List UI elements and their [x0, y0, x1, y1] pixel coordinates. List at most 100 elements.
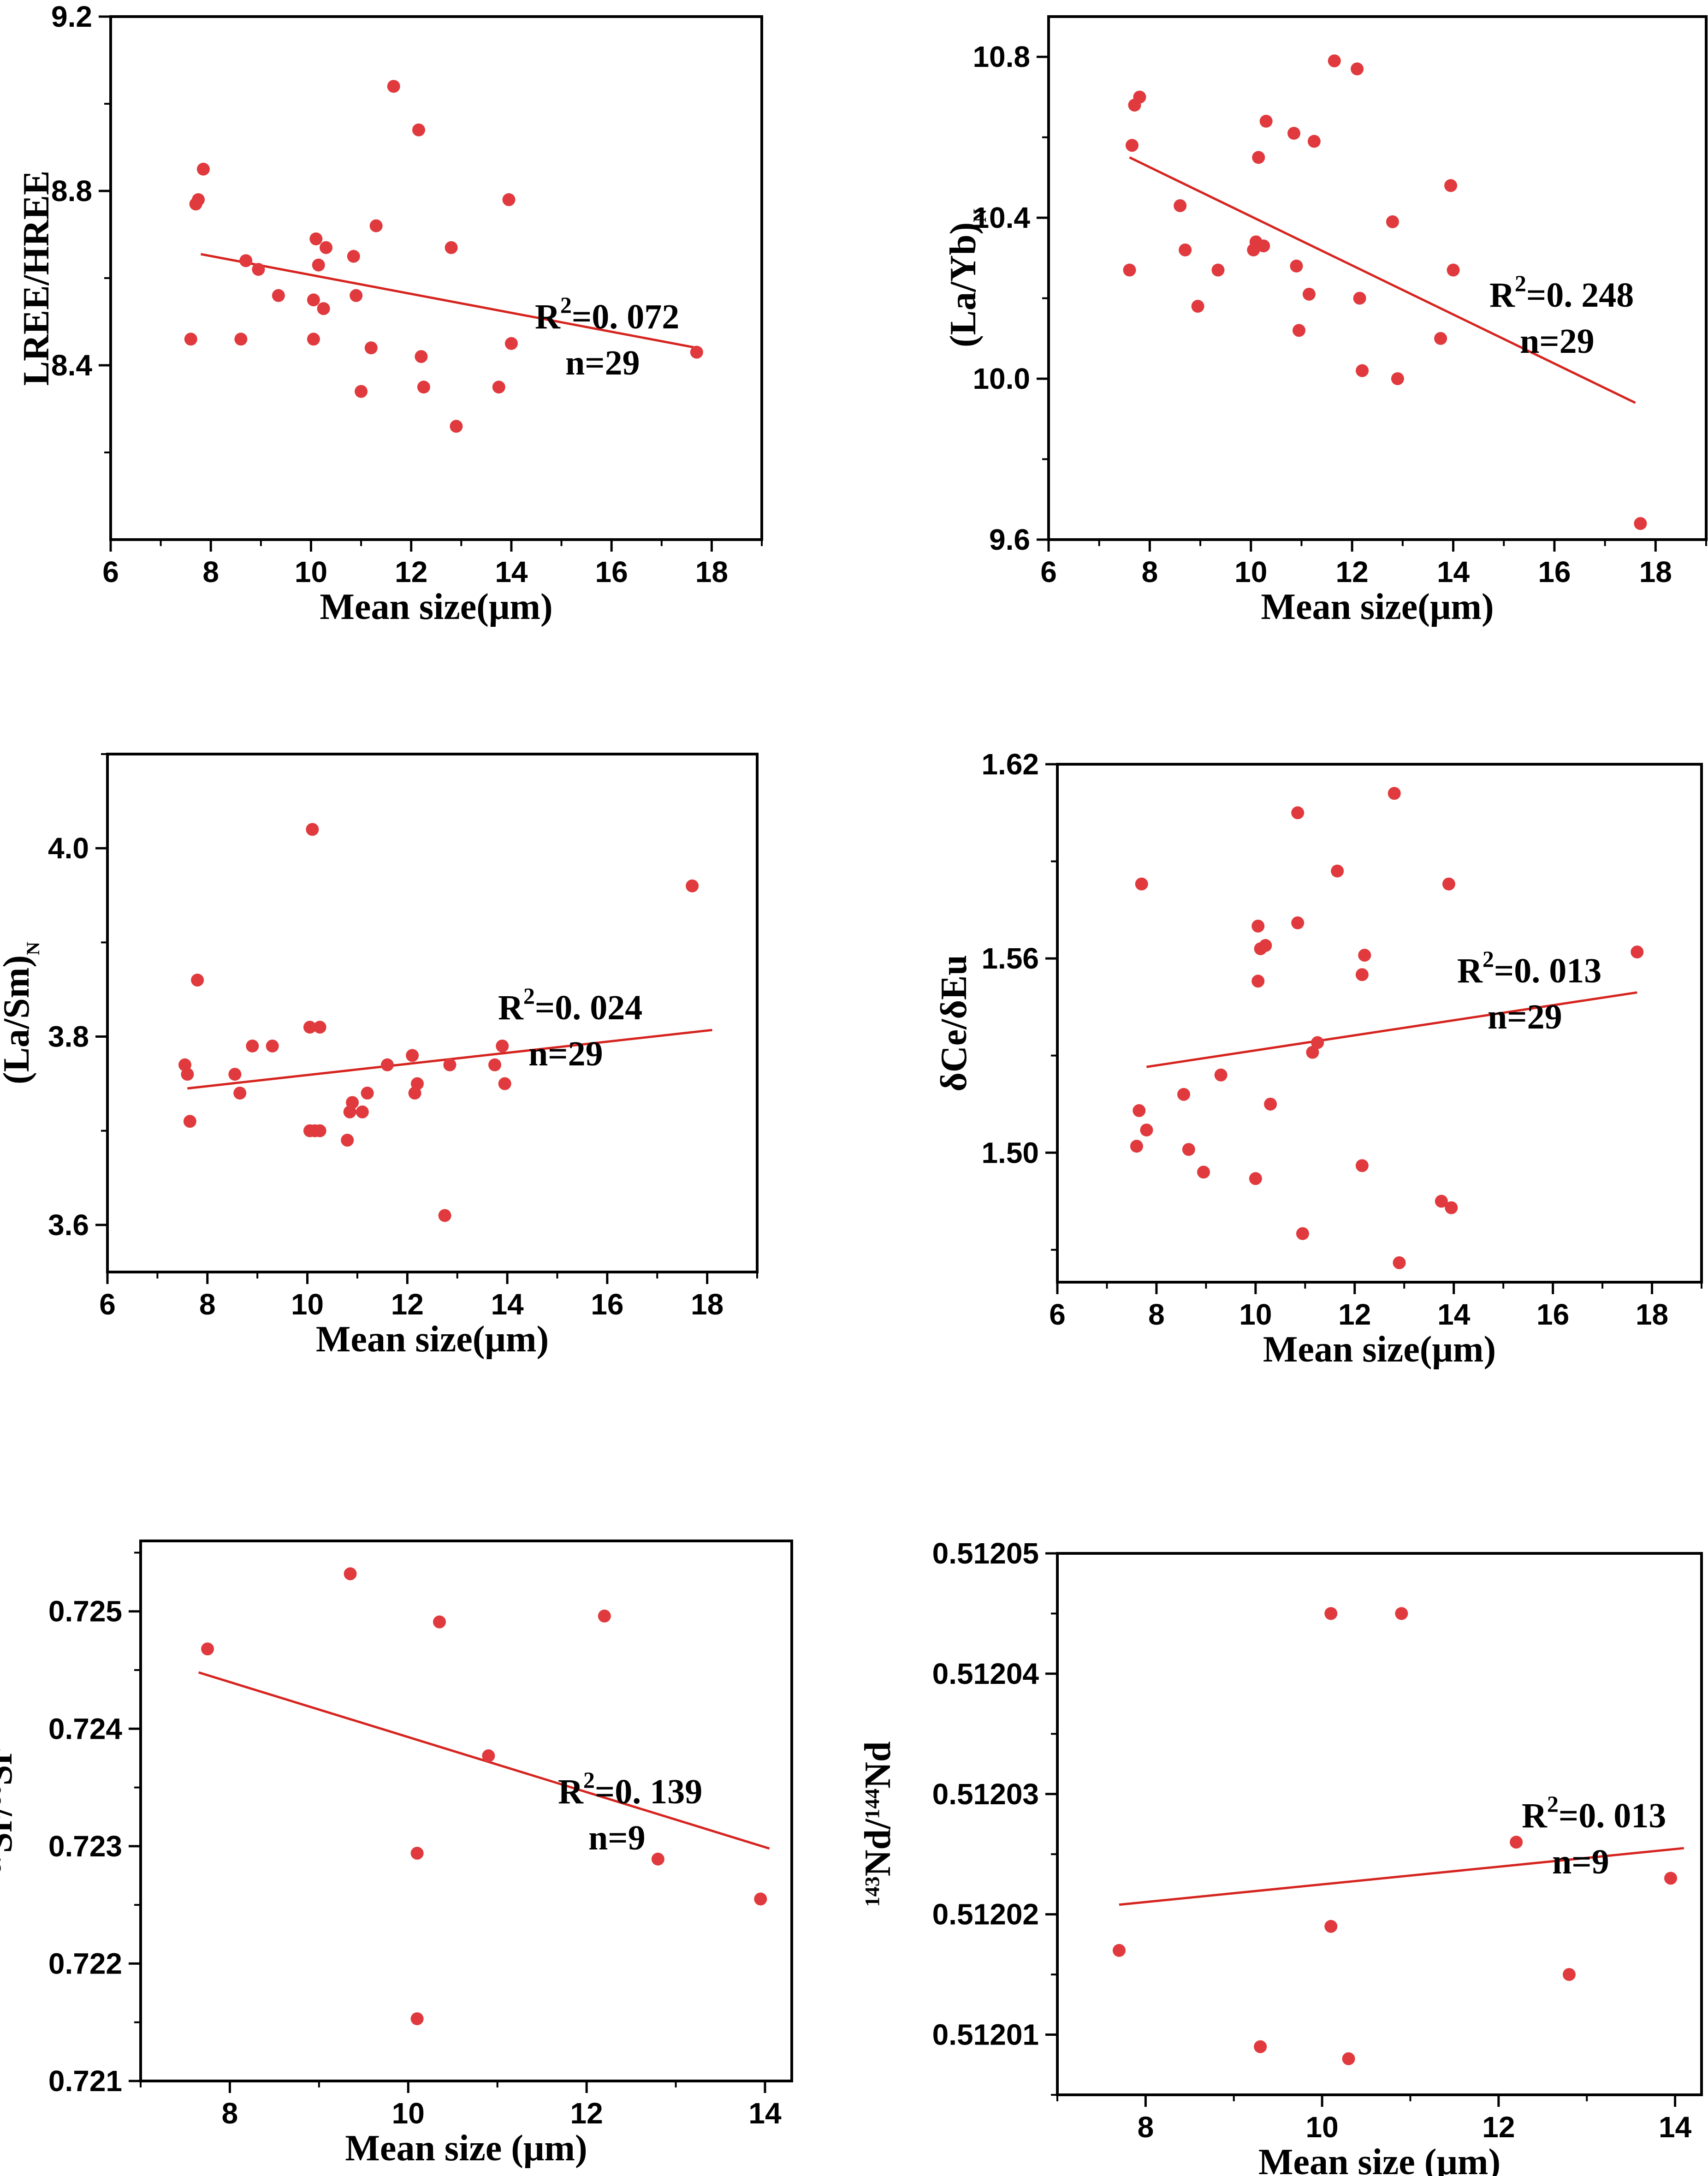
x-tick-label: 16 [591, 1288, 623, 1321]
regression-line [1146, 991, 1637, 1068]
data-point [1177, 1088, 1191, 1101]
data-point [1252, 151, 1265, 164]
data-point [598, 1609, 611, 1623]
sample-count-label: n=9 [588, 1819, 646, 1857]
y-axis-title-main: (La/Yb) [943, 222, 984, 347]
data-point [196, 162, 210, 176]
data-point [355, 385, 368, 398]
data-point [364, 341, 378, 355]
data-point [192, 193, 205, 206]
data-point [1257, 239, 1270, 253]
y-tick-label: 0.51204 [932, 1657, 1039, 1690]
data-point [1356, 364, 1369, 377]
data-point [1306, 1046, 1319, 1059]
data-point [1191, 300, 1204, 313]
chart-panel-5: 8 10 12 14 0.721 0.722 0.723 0.724 0.725 Mean siz… [0, 1540, 793, 2169]
data-point [312, 258, 325, 272]
data-point [361, 1087, 374, 1100]
y-axis-title-sub: N [23, 942, 43, 955]
data-point [341, 1134, 354, 1147]
y-tick-label: 0.51205 [932, 1537, 1039, 1570]
x-tick-label: 14 [1437, 1298, 1471, 1331]
r-squared-label: R2=0. 024 [498, 983, 642, 1027]
regression-line [198, 1671, 770, 1850]
x-tick-label: 12 [1482, 2111, 1515, 2144]
x-tick-label: 12 [395, 555, 427, 589]
data-point [1631, 945, 1644, 959]
data-point [239, 254, 253, 268]
y-tick-label: 9.6 [989, 523, 1030, 556]
data-point [1388, 787, 1401, 800]
x-tick-label: 16 [595, 555, 628, 589]
x-tick-label: 6 [102, 555, 119, 589]
r-squared-label: R2=0. 072 [535, 292, 679, 336]
data-point [1211, 263, 1225, 277]
data-point [1445, 1201, 1458, 1214]
r-squared-value: =0. 248 [1526, 276, 1634, 315]
x-tick-label: 12 [1338, 1298, 1371, 1331]
data-point [445, 241, 458, 254]
data-point [651, 1852, 664, 1866]
data-point [496, 1039, 509, 1052]
data-point [1324, 1607, 1338, 1620]
r-squared-exponent: 2 [1483, 946, 1494, 972]
regression-line [1129, 156, 1636, 404]
r-squared-value: =0. 013 [1494, 951, 1601, 990]
r-squared-value: =0. 139 [595, 1772, 702, 1811]
data-point [344, 1567, 357, 1581]
data-point [406, 1049, 419, 1062]
data-point [313, 1124, 326, 1137]
x-tick-label: 8 [1142, 555, 1158, 589]
x-tick-label: 8 [202, 555, 219, 589]
x-axis-title: Mean size(μm) [1263, 1329, 1496, 1370]
data-point [1287, 126, 1301, 140]
data-point [1254, 2040, 1267, 2053]
sample-count-label: n=29 [1488, 998, 1562, 1036]
data-point [1291, 806, 1305, 820]
chart-panel-2: 6 8 10 12 14 16 18 9.6 10.0 10.4 10.8 Mean size(μm)… [943, 15, 1708, 627]
data-point [1355, 968, 1369, 981]
y-axis-title: 87Sr/86Sr [0, 1748, 20, 1873]
y-axis-title: (La/Yb)N [943, 209, 990, 347]
regression-line [201, 253, 697, 349]
data-point [417, 381, 430, 394]
data-point [504, 337, 518, 350]
data-point [346, 1096, 359, 1109]
data-point [1386, 215, 1399, 228]
data-point [1342, 2052, 1355, 2065]
data-point [184, 333, 197, 346]
y-axis-title-mid: Nd/ [858, 1818, 898, 1876]
plot-frame [106, 753, 759, 1273]
r-squared-exponent: 2 [560, 292, 572, 318]
x-tick-label: 18 [1636, 1298, 1668, 1331]
x-tick-label: 6 [1049, 1298, 1066, 1331]
y-tick-label: 3.8 [48, 1020, 89, 1053]
data-point [307, 333, 320, 346]
data-point [181, 1068, 194, 1081]
x-tick-label: 14 [1437, 555, 1470, 589]
data-point [1447, 263, 1460, 277]
data-point [412, 123, 425, 137]
data-point [1307, 135, 1321, 148]
data-point [369, 219, 383, 232]
y-tick-label: 10.0 [973, 362, 1030, 395]
x-axis-title: Mean size (μm) [345, 2128, 587, 2169]
plot-frame [1056, 1552, 1703, 2096]
x-tick-label: 16 [1536, 1298, 1569, 1331]
x-tick-label: 14 [748, 2097, 782, 2130]
data-point [309, 232, 323, 245]
data-point [272, 289, 285, 302]
data-point [228, 1068, 242, 1081]
r-squared-value: =0. 024 [535, 988, 642, 1027]
data-point [1331, 864, 1344, 878]
data-point [410, 1077, 424, 1090]
y-axis-title: 143Nd/144Nd [858, 1742, 898, 1907]
y-tick-label: 0.51201 [932, 2018, 1039, 2051]
data-point [488, 1058, 501, 1071]
data-point [1133, 90, 1146, 104]
data-point [303, 1021, 316, 1034]
x-axis-title: Mean size (μm) [1258, 2142, 1500, 2176]
data-point [1135, 877, 1148, 891]
data-point [415, 350, 428, 363]
